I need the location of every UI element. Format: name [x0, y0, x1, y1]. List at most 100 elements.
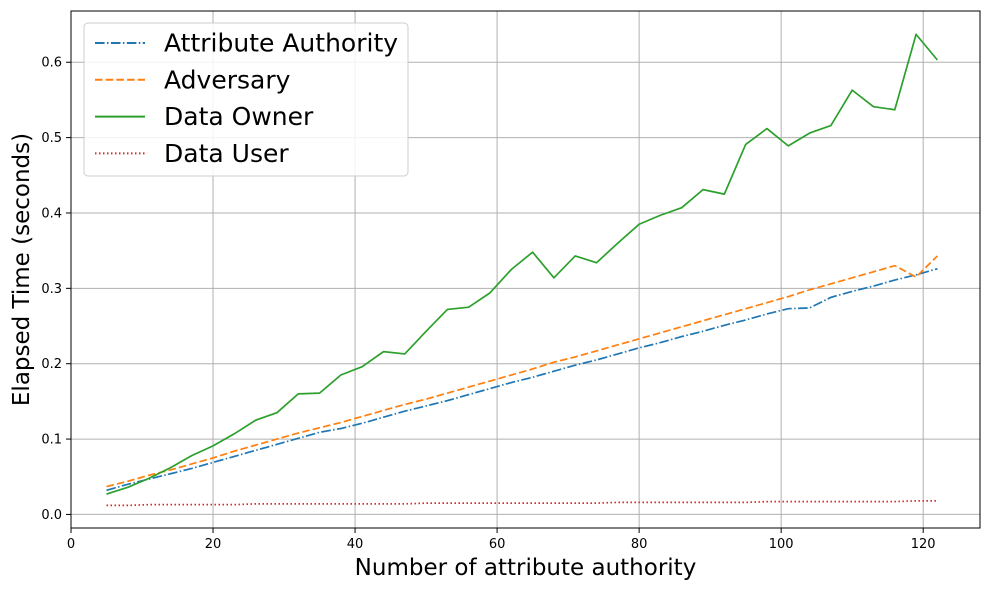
- data-point: [809, 132, 811, 134]
- data-point: [255, 419, 257, 421]
- data-point: [383, 410, 385, 412]
- data-point: [745, 319, 747, 321]
- data-point: [830, 125, 832, 127]
- data-point: [212, 457, 214, 459]
- y-tick-label: 0.0: [41, 508, 62, 523]
- x-axis-ticks: 0 20 40 60 80 100 120: [67, 528, 936, 552]
- data-point: [170, 469, 172, 471]
- data-point: [681, 207, 683, 209]
- data-point: [574, 255, 576, 257]
- legend-label: Data User: [164, 139, 289, 168]
- y-axis-label: Elapsed Time (seconds): [9, 133, 35, 406]
- legend-label: Data Owner: [164, 102, 314, 131]
- data-point: [851, 290, 853, 292]
- data-point: [936, 59, 938, 61]
- plot-frame: [70, 10, 981, 529]
- data-point: [361, 503, 363, 505]
- data-point: [383, 351, 385, 353]
- data-point: [148, 504, 150, 506]
- data-point: [297, 432, 299, 434]
- series-line-attribute-authority: [106, 267, 938, 492]
- data-point: [404, 503, 406, 505]
- data-point: [489, 388, 491, 390]
- data-point: [660, 342, 662, 344]
- y-tick-label: 0.5: [41, 131, 62, 146]
- data-point: [617, 501, 619, 503]
- data-point: [127, 480, 129, 482]
- data-point: [787, 296, 789, 298]
- data-point: [276, 412, 278, 414]
- data-point: [170, 473, 172, 475]
- data-point: [915, 276, 917, 278]
- x-tick-label: 120: [911, 537, 936, 552]
- data-point: [276, 438, 278, 440]
- data-point: [873, 106, 875, 108]
- legend: Attribute Authority Adversary Data Owner Da…: [83, 22, 409, 177]
- data-point: [340, 422, 342, 424]
- data-point: [851, 501, 853, 503]
- data-point: [787, 308, 789, 310]
- data-point: [660, 332, 662, 334]
- data-point: [233, 433, 235, 435]
- data-point: [233, 456, 235, 458]
- data-point: [787, 145, 789, 147]
- y-tick-label: 0.3: [41, 282, 62, 297]
- data-point: [553, 370, 555, 372]
- data-point: [106, 504, 108, 506]
- legend-label: Adversary: [164, 65, 291, 94]
- data-point: [702, 189, 704, 191]
- x-tick-label: 60: [489, 537, 506, 552]
- y-tick-label: 0.6: [41, 56, 62, 71]
- data-point: [170, 504, 172, 506]
- data-point: [191, 468, 193, 470]
- data-point: [106, 489, 108, 491]
- data-point: [617, 242, 619, 244]
- data-point: [127, 504, 129, 506]
- data-point: [936, 268, 938, 270]
- data-point: [404, 410, 406, 412]
- data-point: [489, 292, 491, 294]
- data-point: [212, 445, 214, 447]
- data-point: [468, 386, 470, 388]
- data-point: [361, 416, 363, 418]
- data-point: [766, 128, 768, 130]
- data-point: [489, 502, 491, 504]
- x-tick-label: 0: [67, 537, 75, 552]
- data-point: [148, 474, 150, 476]
- x-tick-label: 40: [347, 537, 364, 552]
- data-point: [830, 283, 832, 285]
- data-point: [255, 449, 257, 451]
- data-point: [617, 353, 619, 355]
- data-point: [319, 503, 321, 505]
- data-point: [532, 368, 534, 370]
- data-point: [148, 477, 150, 479]
- data-point: [638, 223, 640, 225]
- data-point: [510, 374, 512, 376]
- data-point: [809, 289, 811, 291]
- series-line-adversary: [106, 255, 938, 488]
- data-point: [404, 404, 406, 406]
- data-point: [468, 306, 470, 308]
- data-point: [638, 338, 640, 340]
- data-point: [851, 277, 853, 279]
- data-point: [681, 326, 683, 328]
- data-point: [532, 251, 534, 253]
- data-point: [510, 269, 512, 271]
- data-point: [596, 350, 598, 352]
- y-axis-ticks: 0.0 0.1 0.2 0.3 0.4 0.5 0.6: [41, 56, 71, 523]
- series-line-data-owner: [106, 33, 939, 495]
- data-point: [915, 500, 917, 502]
- data-point: [915, 33, 917, 35]
- data-point: [894, 109, 896, 111]
- data-point: [660, 214, 662, 216]
- data-point: [340, 374, 342, 376]
- data-point: [425, 502, 427, 504]
- data-point: [915, 274, 917, 276]
- data-point: [723, 314, 725, 316]
- data-point: [723, 193, 725, 195]
- legend-box: [83, 22, 409, 177]
- data-point: [276, 503, 278, 505]
- data-point: [510, 382, 512, 384]
- data-point: [510, 502, 512, 504]
- data-point: [873, 285, 875, 287]
